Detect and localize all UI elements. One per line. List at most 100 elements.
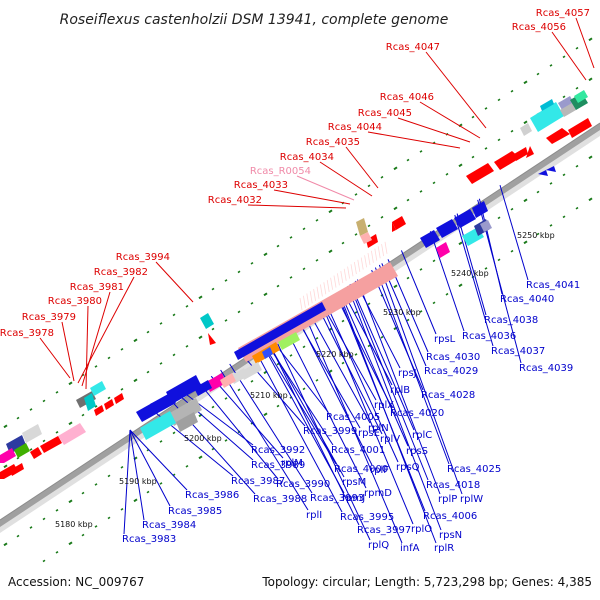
upper-gene-label[interactable]: Rcas_4047 [386, 42, 440, 53]
lower-gene-label[interactable]: rpsE [358, 428, 380, 439]
lower-gene-label[interactable]: rpsS [406, 446, 428, 457]
gene-stripe [299, 297, 303, 311]
lower-gene-label[interactable]: Rcas_4040 [500, 294, 554, 305]
scale-tick [523, 198, 528, 203]
upper-gene-label[interactable]: Rcas_3982 [94, 267, 148, 278]
upper-gene-label[interactable]: Rcas_3981 [70, 282, 124, 293]
plus-strand-genes [0, 90, 592, 479]
scale-tick [107, 356, 111, 360]
lower-gene-label[interactable]: rplF [370, 465, 389, 476]
lower-gene-label[interactable]: rplN [368, 423, 389, 434]
lower-gene-label[interactable]: Rcas_3987 [231, 476, 285, 487]
scale-tick [575, 86, 579, 90]
upper-gene-label[interactable]: Rcas_3979 [22, 312, 76, 323]
lower-gene-label[interactable]: Rcas_4030 [426, 352, 480, 363]
lower-gene-label[interactable]: Rcas_3988 [253, 494, 307, 505]
scale-tick [549, 64, 553, 67]
lower-gene-label[interactable]: Rcas_3985 [168, 506, 222, 517]
lower-gene-label[interactable]: Rcas_3997 [357, 525, 411, 536]
scale-tick [510, 249, 514, 253]
leader-line [129, 429, 171, 507]
scale-tick [276, 284, 280, 288]
scale-tick [341, 241, 345, 245]
lower-gene-label[interactable]: rplM [281, 458, 303, 469]
scale-tick [510, 207, 514, 211]
leader-line [356, 279, 441, 495]
lower-gene-label[interactable]: infA [400, 543, 420, 554]
lower-gene-label[interactable]: Rcas_3983 [122, 534, 176, 545]
lower-gene-label[interactable]: Rcas_4025 [447, 464, 501, 475]
gene-stripe [340, 270, 344, 284]
lower-gene-label[interactable]: rpsQ [396, 462, 420, 473]
lower-gene-label[interactable]: rpsJ [398, 368, 417, 379]
lower-gene-label[interactable]: Rcas_4006 [423, 511, 477, 522]
lower-gene-label[interactable]: Rcas_4037 [491, 346, 545, 357]
scale-tick [16, 456, 20, 460]
upper-gene-label[interactable]: Rcas_4035 [306, 137, 360, 148]
lower-gene-label[interactable]: rplP [438, 494, 457, 505]
lower-gene-label[interactable]: Rcas_3999 [303, 426, 357, 437]
scale-tick [302, 267, 306, 271]
lower-gene-label[interactable]: rplB [390, 385, 410, 396]
upper-gene-label[interactable]: Rcas_3980 [48, 296, 102, 307]
upper-gene-label[interactable]: Rcas_4056 [512, 22, 566, 33]
scale-tick [55, 508, 59, 512]
lower-gene-label[interactable]: rplX [374, 400, 394, 411]
lower-gene-label[interactable]: rplI [306, 510, 322, 521]
lower-gene-label[interactable]: rpsM [342, 477, 366, 488]
upper-gene-label[interactable]: Rcas_4032 [208, 195, 262, 206]
scale-tick [198, 455, 203, 460]
lower-gene-label[interactable]: rpsL [434, 334, 456, 345]
lower-gene-label[interactable]: Rcas_3990 [276, 479, 330, 490]
lower-gene-label[interactable]: Rcas_4028 [421, 390, 475, 401]
leader-line [347, 285, 442, 531]
lower-gene-label[interactable]: Rcas_3986 [185, 490, 239, 501]
leader-line [210, 375, 284, 459]
lower-gene-label[interactable]: Rcas_3993 [310, 493, 364, 504]
upper-gene-label[interactable]: Rcas_4057 [536, 8, 590, 19]
lower-gene-label[interactable]: Rcas_4005 [326, 412, 380, 423]
gene-stripe [360, 257, 364, 270]
lower-gene-label[interactable]: Rcas_4000 [334, 464, 388, 475]
lower-gene-label[interactable]: rplV [380, 434, 400, 445]
scale-tick [406, 158, 410, 162]
upper-gene-label[interactable]: Rcas_3978 [0, 328, 54, 339]
leader-line [266, 339, 345, 478]
scale-tick [510, 129, 514, 133]
lower-gene-label[interactable]: Rcas_4041 [526, 280, 580, 291]
lower-gene-label[interactable]: rpmD [364, 488, 392, 499]
lower-gene-label[interactable]: rplC [412, 430, 432, 441]
upper-gene-label[interactable]: Rcas_4044 [328, 122, 382, 133]
lower-gene-label[interactable]: rplR [434, 543, 454, 554]
scale-tick [471, 115, 475, 119]
upper-gene-label[interactable]: Rcas_4033 [234, 180, 288, 191]
scale-tick [224, 319, 228, 322]
upper-gene-label[interactable]: Rcas_R0054 [250, 166, 311, 177]
scale-label: 5180 kbp [55, 520, 93, 529]
scale-tick [94, 483, 98, 486]
lower-gene-label[interactable]: rpmJ [342, 493, 365, 504]
leader-line [378, 264, 463, 495]
upper-gene-label[interactable]: Rcas_3994 [116, 252, 170, 263]
lower-gene-label[interactable]: Rcas_3984 [142, 520, 196, 531]
upper-gene-label[interactable]: Rcas_4046 [380, 92, 434, 103]
lower-gene-label[interactable]: rplO [411, 524, 432, 535]
lower-gene-label[interactable]: Rcas_4029 [424, 366, 478, 377]
lower-gene-label[interactable]: Rcas_4038 [484, 315, 538, 326]
lower-gene-label[interactable]: rpsN [439, 530, 462, 541]
upper-gene-label[interactable]: Rcas_4045 [358, 108, 412, 119]
lower-gene-label[interactable]: Rcas_4001 [331, 445, 385, 456]
lower-gene-label[interactable]: Rcas_4039 [519, 363, 573, 374]
leader-line [39, 337, 71, 379]
upper-gene-label[interactable]: Rcas_4034 [280, 152, 334, 163]
lower-gene-label[interactable]: Rcas_3992 [251, 445, 305, 456]
lower-gene-label[interactable]: Rcas_3989 [251, 460, 305, 471]
lower-gene-label[interactable]: Rcas_4018 [426, 480, 480, 491]
lower-gene-label[interactable]: Rcas_4020 [390, 408, 444, 419]
scale-tick [107, 474, 111, 478]
scale-tick [380, 335, 384, 339]
lower-gene-label[interactable]: Rcas_4036 [462, 331, 516, 342]
lower-gene-label[interactable]: rplQ [368, 540, 389, 551]
lower-gene-label[interactable]: rplW [460, 494, 483, 505]
lower-gene-label[interactable]: Rcas_3995 [340, 512, 394, 523]
